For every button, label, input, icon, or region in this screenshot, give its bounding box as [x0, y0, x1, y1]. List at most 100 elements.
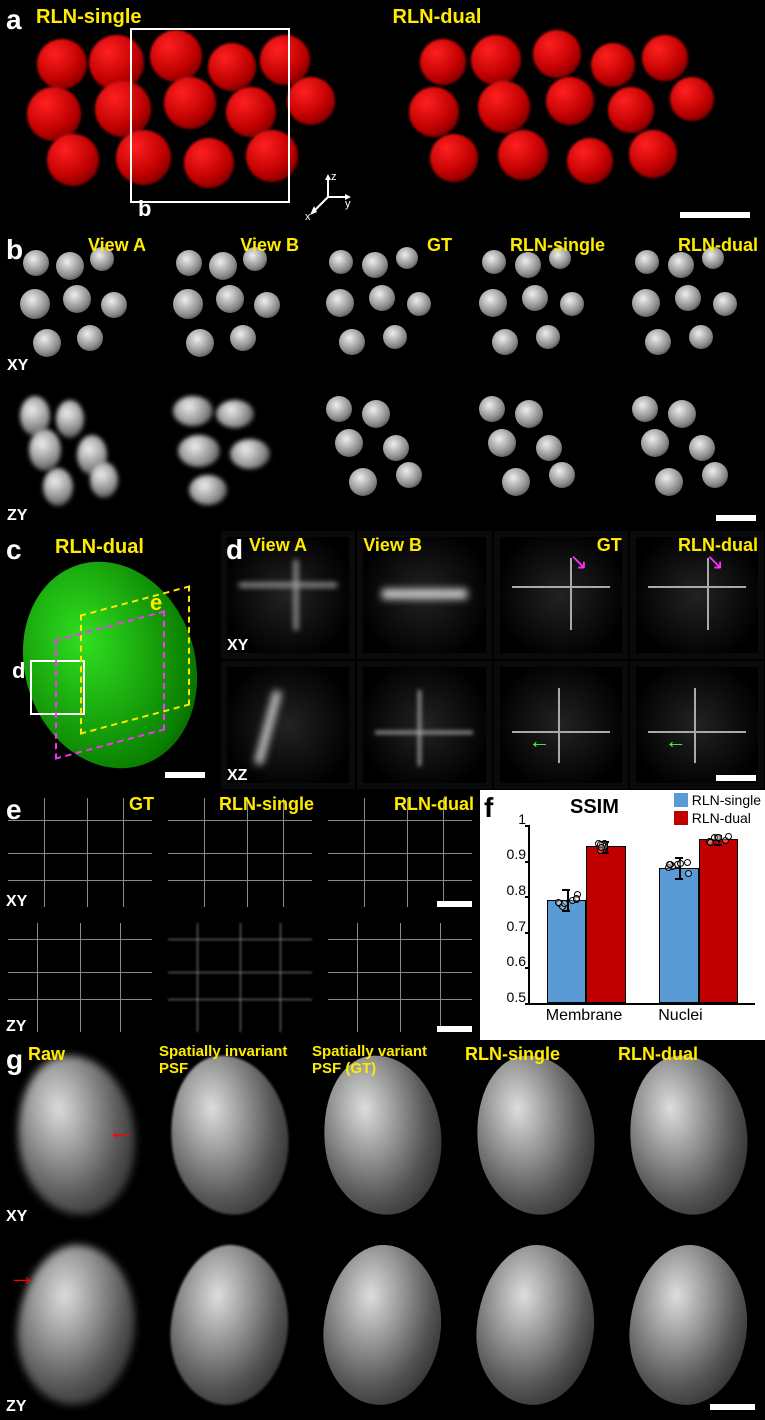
panel-d-letter: d: [226, 534, 243, 566]
panel-g-zy-rlndual: [612, 1230, 765, 1420]
panel-c-label: RLN-dual: [55, 536, 144, 559]
panel-c-inset-d-letter: d: [12, 658, 25, 684]
panel-g-zy-raw: ZY →: [0, 1230, 153, 1420]
col-label: RLN-dual: [618, 1044, 698, 1065]
panel-b-row-xy: View A XY View B GT RLN-single RLN-dual: [0, 230, 765, 380]
col-label: View B: [240, 235, 299, 256]
panel-e-zy-rlndual: [320, 915, 480, 1040]
y-tick-label: 0.5: [507, 989, 526, 1005]
col-label: RLN-single: [219, 794, 314, 815]
scatter-point: [677, 860, 684, 867]
panel-g-scale-bar: [710, 1404, 755, 1410]
panel-ef-row: e GT XY RLN-single RLN-dual: [0, 790, 765, 1040]
panel-b-zy-gt: [306, 380, 459, 530]
panel-b-letter: b: [6, 234, 23, 266]
panel-e-zy-gt: ZY: [0, 915, 160, 1040]
chart-title: SSIM: [570, 796, 619, 819]
panel-d: d View A XY View B GT ↘ RLN-dual: [220, 530, 765, 790]
panel-g-zy-invariant: [153, 1230, 306, 1420]
bar-rln-single: [659, 868, 698, 1003]
panel-b: b View A XY View B GT RLN-single RLN-dua…: [0, 230, 765, 530]
y-tick-label: 0.7: [507, 918, 526, 934]
axis-label: XY: [6, 1208, 27, 1226]
panel-e-scale-bar-2: [437, 1026, 472, 1032]
panel-b-zy-viewa: ZY: [0, 380, 153, 530]
panel-c: c RLN-dual d e: [0, 530, 220, 790]
panel-a-inset-letter: b: [138, 196, 151, 222]
panel-e-letter: e: [6, 794, 22, 826]
panel-e-scale-bar-1: [437, 901, 472, 907]
panel-e-zy-rlnsingle: [160, 915, 320, 1040]
panel-b-scale-bar: [716, 515, 756, 521]
scatter-point: [685, 870, 692, 877]
x-tick-label: Membrane: [546, 1007, 622, 1025]
col-label: View A: [88, 235, 146, 256]
col-label: GT: [129, 794, 154, 815]
bar-rln-dual: [586, 846, 625, 1003]
panel-b-zy-viewb: [153, 380, 306, 530]
col-label: RLN-single: [465, 1044, 560, 1065]
col-label: RLN-dual: [678, 235, 758, 256]
panel-cd-row: c RLN-dual d e d View A XY View B: [0, 530, 765, 790]
col-label: View B: [363, 535, 422, 556]
col-label: GT: [427, 235, 452, 256]
panel-a-inset-box: [130, 28, 290, 203]
axis-label: ZY: [6, 1398, 26, 1416]
green-arrow-icon: ←: [529, 728, 551, 754]
green-arrow-icon: ←: [665, 728, 687, 754]
panel-g-row-zy: ZY →: [0, 1230, 765, 1420]
svg-text:y: y: [345, 198, 351, 210]
axis-label: ZY: [7, 507, 27, 525]
svg-text:z: z: [331, 172, 337, 183]
xyz-axis-icon: z y x: [303, 172, 353, 222]
svg-text:x: x: [305, 211, 311, 222]
y-tick-label: 0.9: [507, 846, 526, 862]
magenta-arrow-icon: ↘: [706, 549, 724, 575]
axis-label: XY: [6, 893, 27, 911]
scatter-point: [684, 859, 691, 866]
panel-g-row-xy: Raw XY ← Spatially invariant PSF Spatial…: [0, 1040, 765, 1230]
panel-g-zy-rlnsingle: [459, 1230, 612, 1420]
panel-b-xy-viewb: View B: [153, 230, 306, 380]
panel-a-right: RLN-dual: [383, 0, 765, 230]
panel-e-xy-rlnsingle: RLN-single: [160, 790, 320, 915]
panel-f-chart: f SSIM RLN-single RLN-dual 0.50.60.70.80…: [480, 790, 765, 1040]
col-label: Raw: [28, 1044, 65, 1065]
scatter-point: [561, 900, 568, 907]
nuclei-render-right: [403, 20, 746, 210]
panel-b-xy-gt: GT: [306, 230, 459, 380]
panel-g-zy-variant: [306, 1230, 459, 1420]
panel-e-xy-rlndual: RLN-dual: [320, 790, 480, 915]
panel-d-xz-rlndual: ←: [629, 660, 765, 790]
panel-b-xy-rlndual: RLN-dual: [612, 230, 765, 380]
panel-f-letter: f: [484, 792, 493, 824]
panel-c-scale-bar: [165, 772, 205, 778]
panel-a-right-label: RLN-dual: [393, 6, 482, 29]
magenta-arrow-icon: ↘: [569, 549, 587, 575]
chart-axes: 0.50.60.70.80.91MembraneNuclei: [528, 825, 755, 1005]
col-label: View A: [249, 535, 307, 556]
panel-g: g Raw XY ← Spatially invariant PSF Spati…: [0, 1040, 765, 1420]
panel-d-xy-gt: GT ↘: [493, 530, 629, 660]
bar-rln-dual: [699, 839, 738, 1003]
panel-d-xz-viewa: XZ: [220, 660, 356, 790]
panel-a: a RLN-single b: [0, 0, 765, 230]
red-arrow-icon: ←: [107, 1115, 135, 1147]
axis-label: XZ: [227, 767, 247, 785]
scatter-point: [666, 861, 673, 868]
legend-label: RLN-single: [692, 792, 761, 808]
panel-e-xy-gt: GT XY: [0, 790, 160, 915]
panel-b-zy-rlnsingle: [459, 380, 612, 530]
panel-d-xy-viewb: View B: [356, 530, 492, 660]
legend-item-dual: RLN-dual: [674, 810, 761, 826]
panel-g-xy-invariant: Spatially invariant PSF: [153, 1040, 306, 1230]
panel-b-xy-rlnsingle: RLN-single: [459, 230, 612, 380]
axis-label: XY: [7, 357, 28, 375]
panel-a-left: a RLN-single b: [0, 0, 383, 230]
panel-g-letter: g: [6, 1044, 23, 1076]
col-label: Spatially variant PSF (GT): [312, 1044, 459, 1077]
panel-d-xy-rlndual: RLN-dual ↘: [629, 530, 765, 660]
panel-d-xz-gt: ←: [493, 660, 629, 790]
y-tick-label: 0.6: [507, 953, 526, 969]
panel-a-scale-bar: [680, 212, 750, 218]
